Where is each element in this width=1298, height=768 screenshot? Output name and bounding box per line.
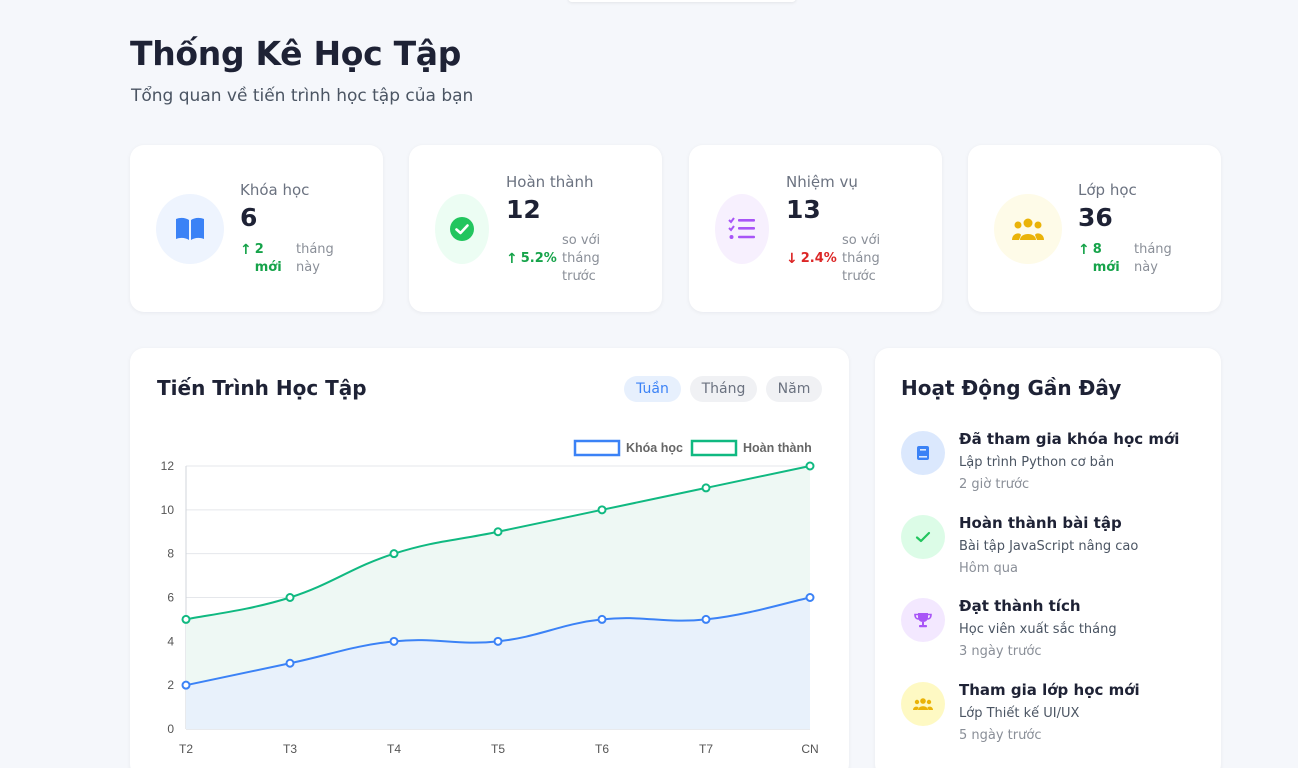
y-tick-label: 4 (167, 634, 174, 648)
top-bar-fragment (568, 0, 796, 2)
data-point (493, 527, 503, 537)
stat-label: Lớp học (1078, 181, 1137, 199)
activity-time: 2 giờ trước (959, 477, 1030, 492)
stat-card-classes[interactable]: Lớp học 36 ↑ 8 mới tháng này (968, 145, 1221, 312)
stat-label: Khóa học (240, 181, 310, 199)
trend-note: tháng này (1134, 242, 1172, 275)
stat-card-completed[interactable]: Hoàn thành 12 ↑ 5.2% so với tháng trước (409, 145, 662, 312)
legend-label: Hoàn thành (743, 441, 812, 455)
legend-label: Khóa học (626, 441, 683, 455)
x-tick-label: T7 (699, 742, 713, 756)
book-icon (901, 431, 945, 475)
data-point (285, 593, 295, 602)
trend-note: so với tháng trước (842, 233, 881, 284)
x-tick-label: T3 (283, 742, 297, 756)
data-point (493, 636, 503, 646)
activity-title: Tham gia lớp học mới (959, 681, 1140, 699)
x-tick-label: T5 (491, 742, 505, 756)
stat-label: Nhiệm vụ (786, 173, 858, 191)
activity-time: 3 ngày trước (959, 644, 1042, 659)
stat-card-tasks[interactable]: Nhiệm vụ 13 ↓ 2.4% so với tháng trước (689, 145, 942, 312)
y-tick-label: 0 (167, 722, 174, 736)
activity-title: Đạt thành tích (959, 597, 1081, 615)
book-icon (156, 194, 224, 264)
users-icon (901, 682, 945, 726)
stat-value: 36 (1078, 203, 1113, 232)
x-tick-label: T6 (595, 742, 609, 756)
y-tick-label: 6 (167, 591, 174, 605)
x-tick-label: CN (801, 742, 818, 756)
activity-panel-title: Hoạt Động Gần Đây (901, 376, 1122, 400)
progress-panel-title: Tiến Trình Học Tập (157, 376, 367, 400)
trend-note: tháng này (296, 242, 334, 275)
activity-desc: Bài tập JavaScript nâng cao (959, 539, 1139, 554)
x-tick-label: T2 (179, 742, 193, 756)
series-area (186, 597, 810, 729)
tab-month[interactable]: Tháng (690, 376, 757, 402)
x-tick-label: T4 (387, 742, 401, 756)
check-circle-icon (435, 194, 489, 264)
stat-value: 12 (506, 195, 541, 224)
data-point (701, 614, 711, 624)
trend-up: ↑ 2 mới (240, 242, 282, 275)
legend-swatch (690, 439, 738, 457)
activity-desc: Lớp Thiết kế UI/UX (959, 706, 1080, 721)
data-point (597, 614, 607, 624)
page-subtitle: Tổng quan về tiến trình học tập của bạn (131, 86, 474, 106)
arrow-up-icon: ↑ (1078, 242, 1090, 258)
trophy-icon (901, 598, 945, 642)
activity-desc: Lập trình Python cơ bản (959, 455, 1115, 470)
data-point (805, 461, 815, 471)
arrow-up-icon: ↑ (240, 242, 252, 258)
trend-note: so với tháng trước (562, 233, 601, 284)
arrow-down-icon: ↓ (786, 251, 798, 267)
stat-card-courses[interactable]: Khóa học 6 ↑ 2 mới tháng này (130, 145, 383, 312)
data-point (701, 483, 711, 493)
y-tick-label: 8 (167, 547, 174, 561)
stat-value: 6 (240, 203, 258, 232)
data-point (389, 549, 399, 559)
y-tick-label: 2 (167, 678, 174, 692)
users-icon (994, 194, 1062, 264)
data-point (597, 505, 607, 515)
activity-time: Hôm qua (959, 561, 1018, 576)
y-tick-label: 12 (161, 459, 175, 473)
trend-down: ↓ 2.4% (786, 251, 837, 267)
data-point (805, 593, 815, 602)
activity-time: 5 ngày trước (959, 728, 1042, 743)
task-list-icon (715, 194, 769, 264)
stat-label: Hoàn thành (506, 173, 594, 191)
activity-title: Hoàn thành bài tập (959, 514, 1122, 532)
stat-value: 13 (786, 195, 821, 224)
data-point (181, 680, 191, 690)
check-icon (901, 515, 945, 559)
tab-week[interactable]: Tuần (624, 376, 681, 402)
arrow-up-icon: ↑ (506, 251, 518, 267)
activity-title: Đã tham gia khóa học mới (959, 430, 1180, 448)
y-tick-label: 10 (161, 503, 175, 517)
trend-up: ↑ 5.2% (506, 251, 557, 267)
data-point (181, 614, 191, 624)
tab-year[interactable]: Năm (766, 376, 822, 402)
trend-up: ↑ 8 mới (1078, 242, 1120, 275)
legend-swatch (573, 439, 621, 457)
data-point (389, 636, 399, 646)
page-title: Thống Kê Học Tập (130, 34, 462, 73)
data-point (285, 658, 295, 668)
activity-desc: Học viên xuất sắc tháng (959, 622, 1117, 637)
